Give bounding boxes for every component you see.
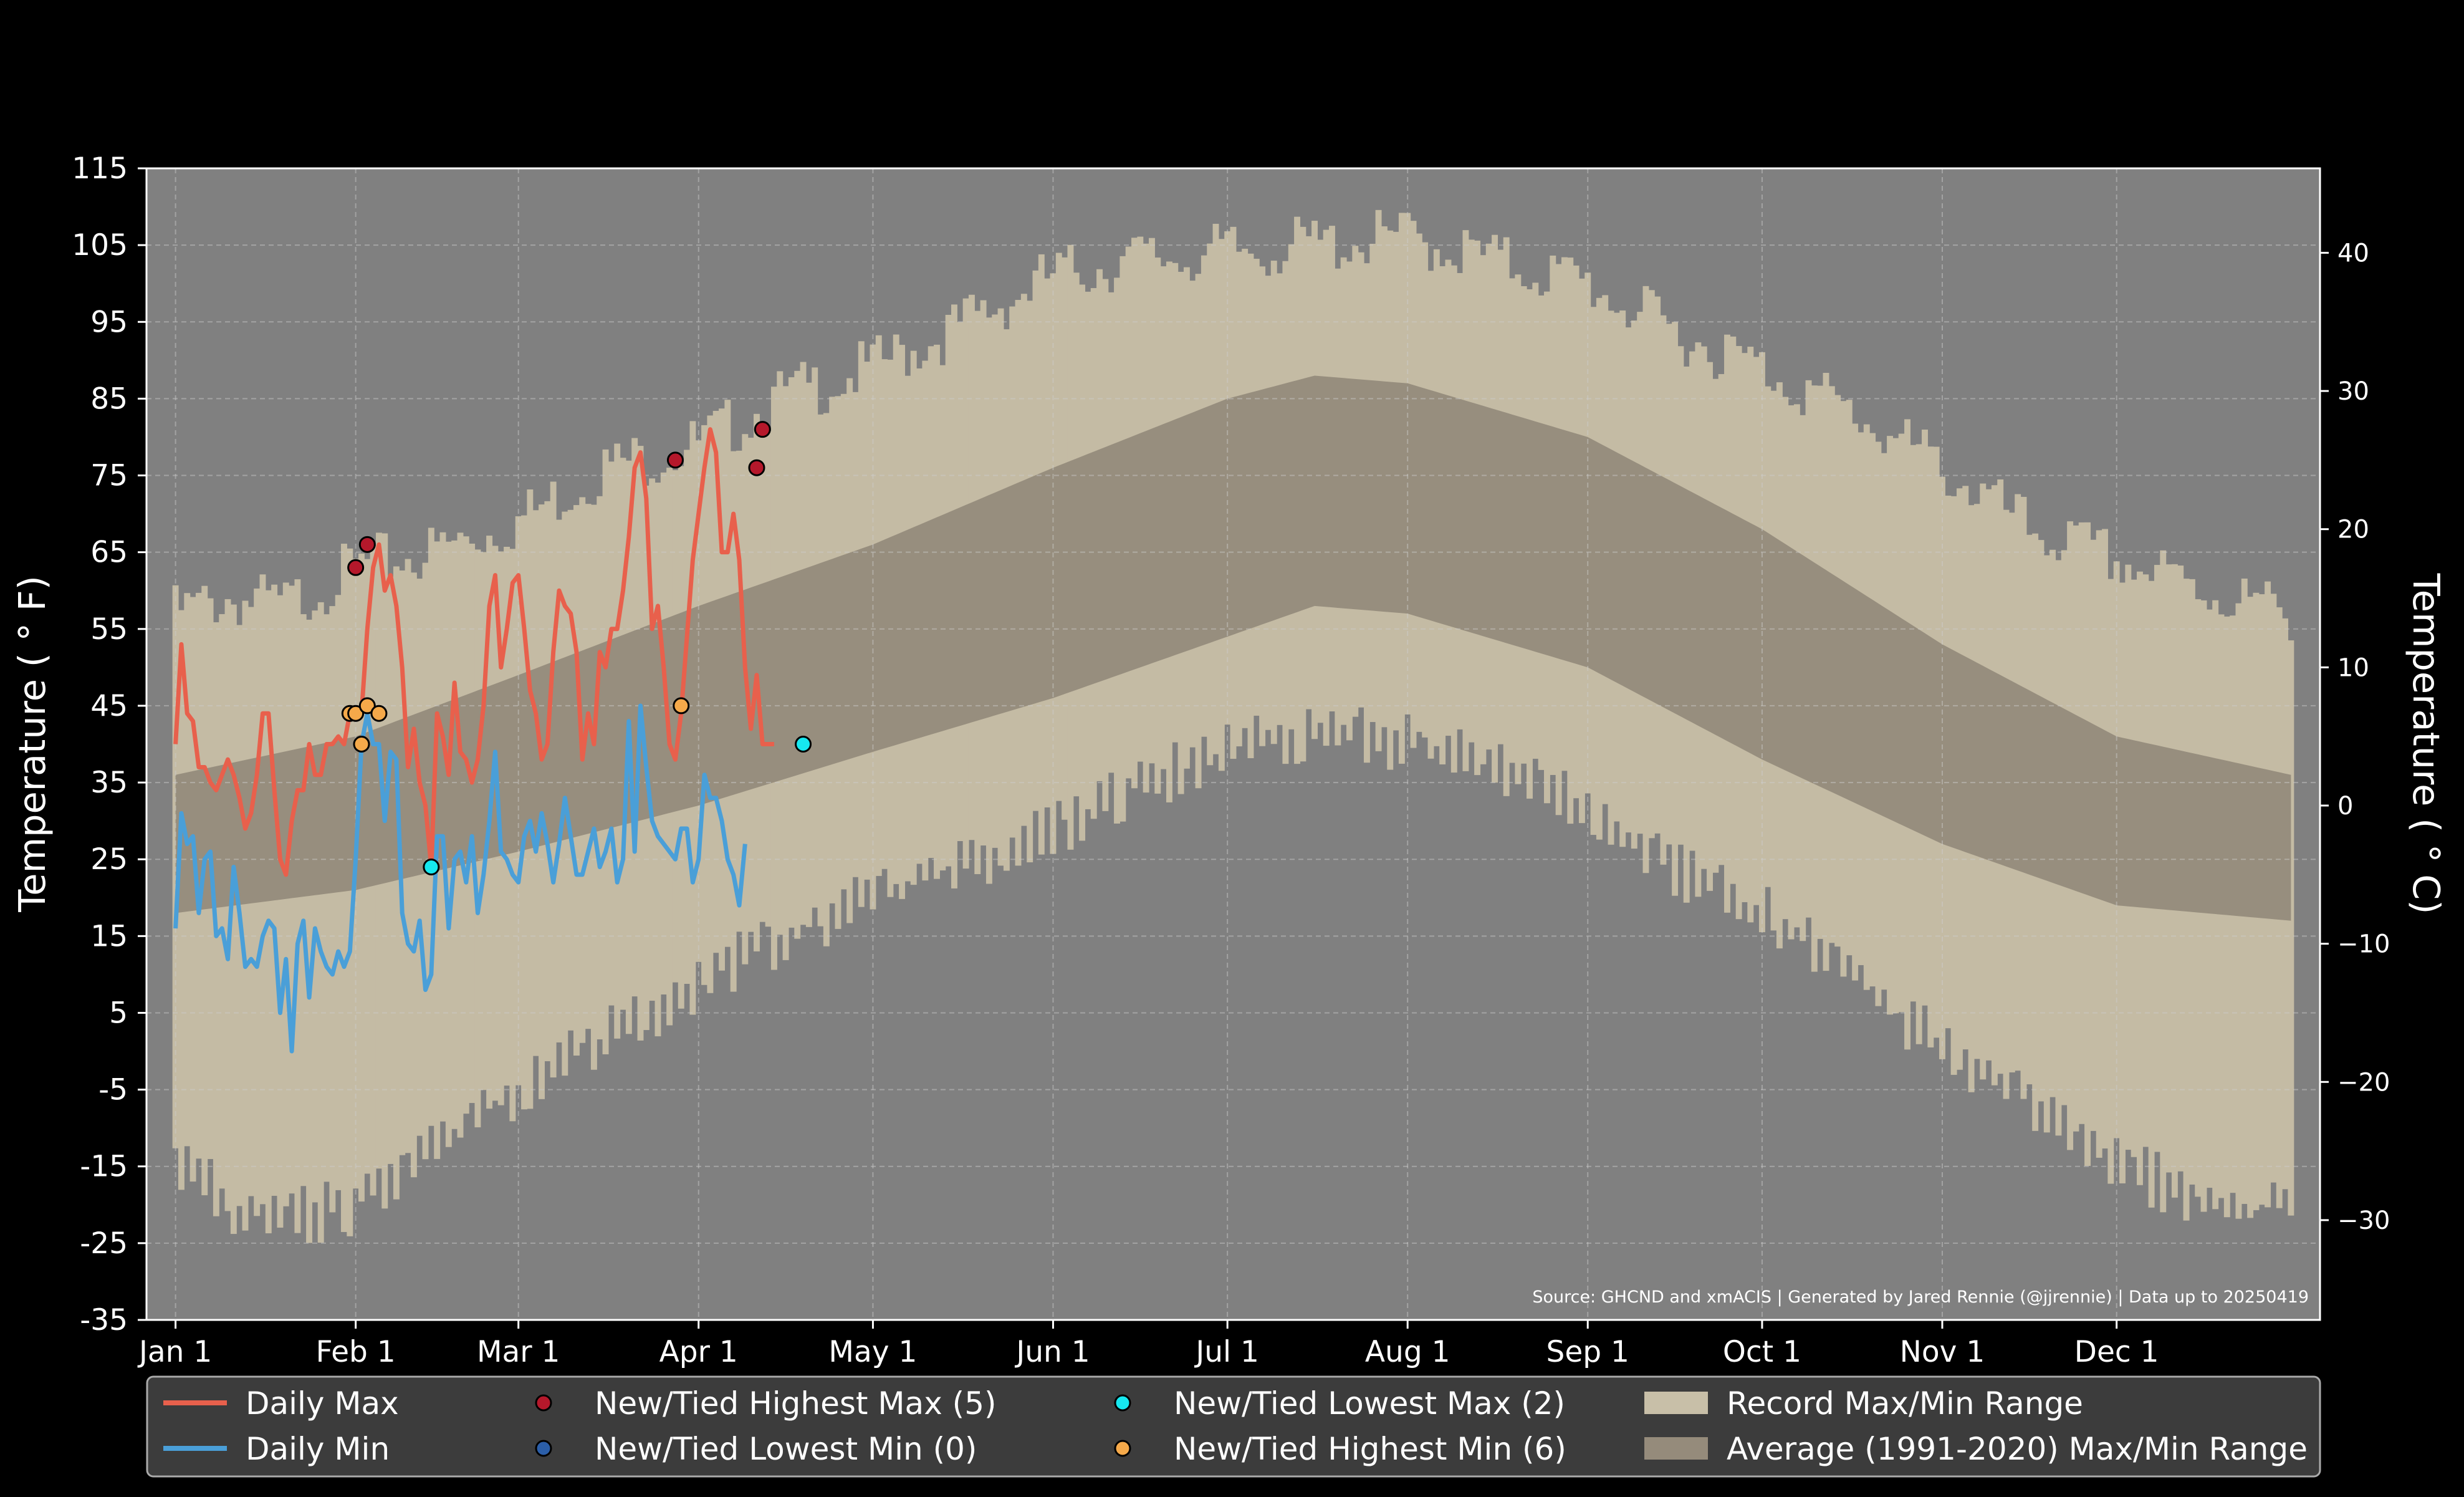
y-axis-label: Temperature ( ° F) [11, 575, 54, 912]
record-range-bar [324, 614, 330, 1182]
legend-label: New/Tied Highest Min (6) [1174, 1431, 1566, 1467]
legend-label: New/Tied Lowest Max (2) [1174, 1385, 1565, 1422]
chart-subtitle: ID= USC00425402 | LAT= 39.2583 | LON= -1… [574, 124, 1890, 158]
legend-label: New/Tied Lowest Min (0) [595, 1431, 977, 1467]
record-range-bar [317, 602, 324, 1243]
x-axis: Jan 1 Feb 1 Mar 1 Apr 1 May 1 Jun 1 Jul 1 Aug 1… [137, 1320, 2159, 1369]
record-range-bar [2288, 640, 2294, 1216]
y-tick-label: -5 [98, 1073, 128, 1107]
y-axis-left: 115 105 95 85 75 65 55 45 35 25 15 5 -5 -15 -25 -35 [72, 152, 146, 1337]
legend-label: Daily Min [246, 1431, 390, 1467]
x-tick-label: May 1 [828, 1335, 917, 1369]
record-point [748, 459, 765, 476]
y-tick-label: 115 [72, 152, 128, 186]
record-point [370, 705, 388, 722]
y-tick-label: 95 [90, 305, 128, 339]
y-tick-label: 5 [109, 996, 128, 1030]
y2-tick-label: 0 [2337, 792, 2353, 821]
y2-tick-label: −20 [2337, 1068, 2390, 1097]
source-note: Source: GHCND and xmACIS | Generated by … [1532, 1288, 2309, 1307]
y2-tick-label: 40 [2337, 239, 2369, 267]
record-range-bar [2223, 616, 2230, 1218]
record-point [795, 736, 812, 753]
x-tick-label: Jan 1 [137, 1335, 212, 1369]
legend-label: Average (1991-2020) Max/Min Range [1727, 1431, 2308, 1467]
y-tick-label: -15 [80, 1150, 128, 1184]
series-daily-max-line [173, 427, 774, 877]
record-point [666, 451, 684, 469]
y2-tick-label: 10 [2337, 653, 2369, 682]
y-tick-label: 35 [90, 766, 128, 800]
record-point [347, 559, 365, 576]
chart-title: 2025 Temperatures For Manti, UT [805, 8, 1658, 67]
record-point [353, 736, 370, 753]
record-range-bar [294, 579, 301, 1233]
plot-frame [145, 167, 2321, 1321]
record-point [358, 536, 376, 553]
x-tick-label: Mar 1 [477, 1335, 560, 1369]
record-point [358, 697, 376, 715]
record-range-bar [393, 566, 400, 1200]
legend-dot-swatch [1114, 1440, 1131, 1457]
x-tick-label: Apr 1 [659, 1335, 738, 1369]
record-range-bar [277, 595, 284, 1228]
legend: Daily Max New/Tied Highest Max (5) New/Tie… [146, 1375, 2321, 1478]
y-axis-right: 40 30 20 10 0 −10 −20 −30 [2320, 239, 2390, 1235]
record-points [341, 421, 812, 876]
legend-box [146, 1375, 2321, 1478]
record-range-bar [347, 548, 353, 1236]
x-tick-label: Feb 1 [316, 1335, 396, 1369]
x-tick-label: Nov 1 [1900, 1335, 1985, 1369]
y-tick-label: 85 [90, 382, 128, 416]
record-range-bar [265, 590, 272, 1234]
record-range-bar [335, 595, 342, 1190]
y2-tick-label: −30 [2337, 1206, 2390, 1235]
record-range-bar [312, 610, 319, 1203]
record-range-bar [329, 606, 336, 1213]
y-tick-label: 65 [90, 536, 128, 570]
record-range-bar [230, 604, 237, 1235]
record-point [347, 705, 365, 722]
y-tick-label: 25 [90, 842, 128, 877]
record-point [754, 421, 771, 438]
y-tick-label: -25 [80, 1226, 128, 1261]
y-tick-label: 15 [90, 919, 128, 953]
record-point [423, 859, 440, 876]
legend-dot-swatch [535, 1440, 552, 1457]
series-daily-min-line [173, 703, 747, 1054]
y2-tick-label: 20 [2337, 516, 2369, 544]
x-tick-label: Oct 1 [1723, 1335, 1801, 1369]
legend-label: Daily Max [246, 1385, 399, 1422]
y-tick-label: 75 [90, 459, 128, 493]
y2-tick-label: 30 [2337, 377, 2369, 406]
legend-dot-swatch [1114, 1394, 1131, 1412]
y-tick-label: 105 [72, 228, 128, 262]
record-point [673, 697, 690, 715]
y2-axis-label: Temperature ( ° C) [2405, 573, 2448, 915]
legend-label: New/Tied Highest Max (5) [595, 1385, 997, 1422]
plot-area: Source: GHCND and xmACIS | Generated by … [145, 167, 2321, 1321]
x-tick-label: Aug 1 [1365, 1335, 1450, 1369]
y-tick-label: 55 [90, 612, 128, 647]
record-range-bar [306, 619, 313, 1243]
x-tick-label: Dec 1 [2074, 1335, 2159, 1369]
y2-tick-label: −10 [2337, 930, 2390, 959]
record-range-bar [300, 614, 307, 1187]
x-tick-label: Jul 1 [1194, 1335, 1259, 1369]
x-tick-label: Jun 1 [1014, 1335, 1090, 1369]
x-tick-label: Sep 1 [1546, 1335, 1629, 1369]
legend-dot-swatch [535, 1394, 552, 1412]
y-tick-label: -35 [80, 1303, 128, 1337]
legend-label: Record Max/Min Range [1727, 1385, 2083, 1422]
legend-patch-swatch [1644, 1392, 1708, 1414]
y-tick-label: 45 [90, 689, 128, 723]
record-range-bar [242, 600, 249, 1231]
legend-patch-swatch [1644, 1437, 1708, 1460]
